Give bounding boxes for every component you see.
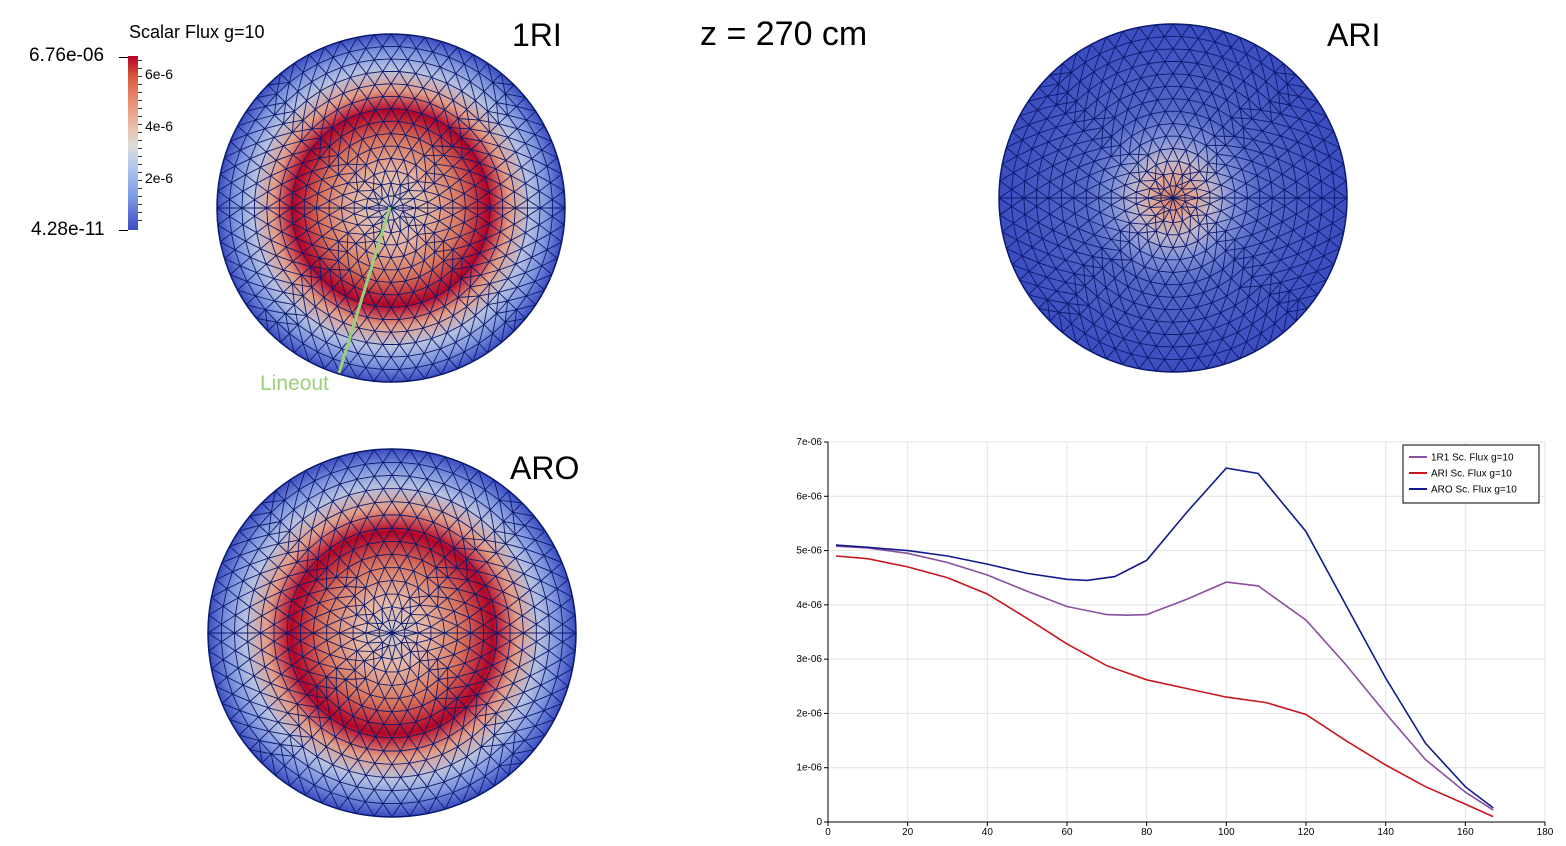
- x-tick-label: 140: [1377, 827, 1394, 838]
- colorbar-gradient: [128, 56, 138, 230]
- chart-axes: 0 20 40 60 80 100 120 140 160 180 0 1e-06 2e-06 3e-06…: [796, 437, 1553, 838]
- x-tick-label: 40: [982, 827, 994, 838]
- y-tick-label: 7e-06: [796, 437, 822, 448]
- x-tick-label: 100: [1218, 827, 1235, 838]
- y-tick-label: 1e-06: [796, 763, 822, 774]
- x-tick-label: 120: [1298, 827, 1315, 838]
- x-tick-label: 60: [1061, 827, 1073, 838]
- colorbar-min-label: 4.28e-11: [31, 219, 105, 240]
- colorbar-max-tick: [119, 57, 128, 58]
- colorbar-tick-label: 6e-6: [145, 66, 174, 82]
- z-position-title: z = 270 cm: [700, 15, 868, 53]
- colorbar-tick-label: 2e-6: [145, 170, 174, 186]
- chart-legend: 1R1 Sc. Flux g=10 ARI Sc. Flux g=10 ARO Sc…: [1402, 444, 1540, 504]
- mesh-aro: [207, 448, 577, 818]
- series-line-0: [835, 545, 1494, 811]
- legend-entry: 1R1 Sc. Flux g=10: [1431, 453, 1514, 464]
- x-tick-label: 0: [825, 827, 831, 838]
- x-tick-label: 160: [1457, 827, 1474, 838]
- series-line-1: [835, 555, 1494, 818]
- lineout-line: [337, 206, 392, 374]
- panel-label-1ri: 1RI: [512, 17, 562, 53]
- lineout-chart: 0 20 40 60 80 100 120 140 160 180 0 1e-06 2e-06 3e-06…: [796, 437, 1553, 838]
- legend-entry: ARO Sc. Flux g=10: [1431, 485, 1517, 496]
- mesh-edges: [207, 448, 577, 818]
- mesh-panel-ari: [998, 23, 1348, 373]
- series-line-2: [835, 467, 1494, 809]
- lineout-overlay: [337, 206, 392, 374]
- y-tick-label: 0: [816, 817, 822, 828]
- colorbar-tick-label: 4e-6: [145, 118, 174, 134]
- mesh-outline: [216, 33, 566, 383]
- y-tick-label: 5e-06: [796, 546, 822, 557]
- mesh-panel-aro: [207, 448, 577, 818]
- x-tick-label: 180: [1537, 827, 1554, 838]
- y-tick-label: 4e-06: [796, 600, 822, 611]
- y-tick-label: 2e-06: [796, 708, 822, 719]
- mesh-edges: [216, 33, 566, 383]
- y-tick-label: 6e-06: [796, 491, 822, 502]
- panel-label-aro: ARO: [510, 450, 580, 486]
- chart-series-group: [835, 467, 1494, 818]
- chart-gridlines: [828, 441, 1546, 822]
- panel-label-ari: ARI: [1327, 17, 1381, 53]
- mesh-ari: [998, 23, 1348, 373]
- colorbar-min-tick: [119, 230, 128, 231]
- lineout-label: Lineout: [260, 372, 329, 395]
- mesh-edges: [998, 23, 1348, 373]
- colorbar-minor-ticks: [138, 60, 142, 226]
- y-tick-label: 3e-06: [796, 654, 822, 665]
- mesh-outline: [207, 448, 577, 818]
- colorbar-title: Scalar Flux g=10: [129, 22, 265, 42]
- mesh-outline: [998, 23, 1348, 373]
- colorbar-max-label: 6.76e-06: [29, 45, 105, 66]
- legend-entry: ARI Sc. Flux g=10: [1431, 469, 1512, 480]
- x-tick-label: 20: [902, 827, 914, 838]
- x-tick-label: 80: [1141, 827, 1153, 838]
